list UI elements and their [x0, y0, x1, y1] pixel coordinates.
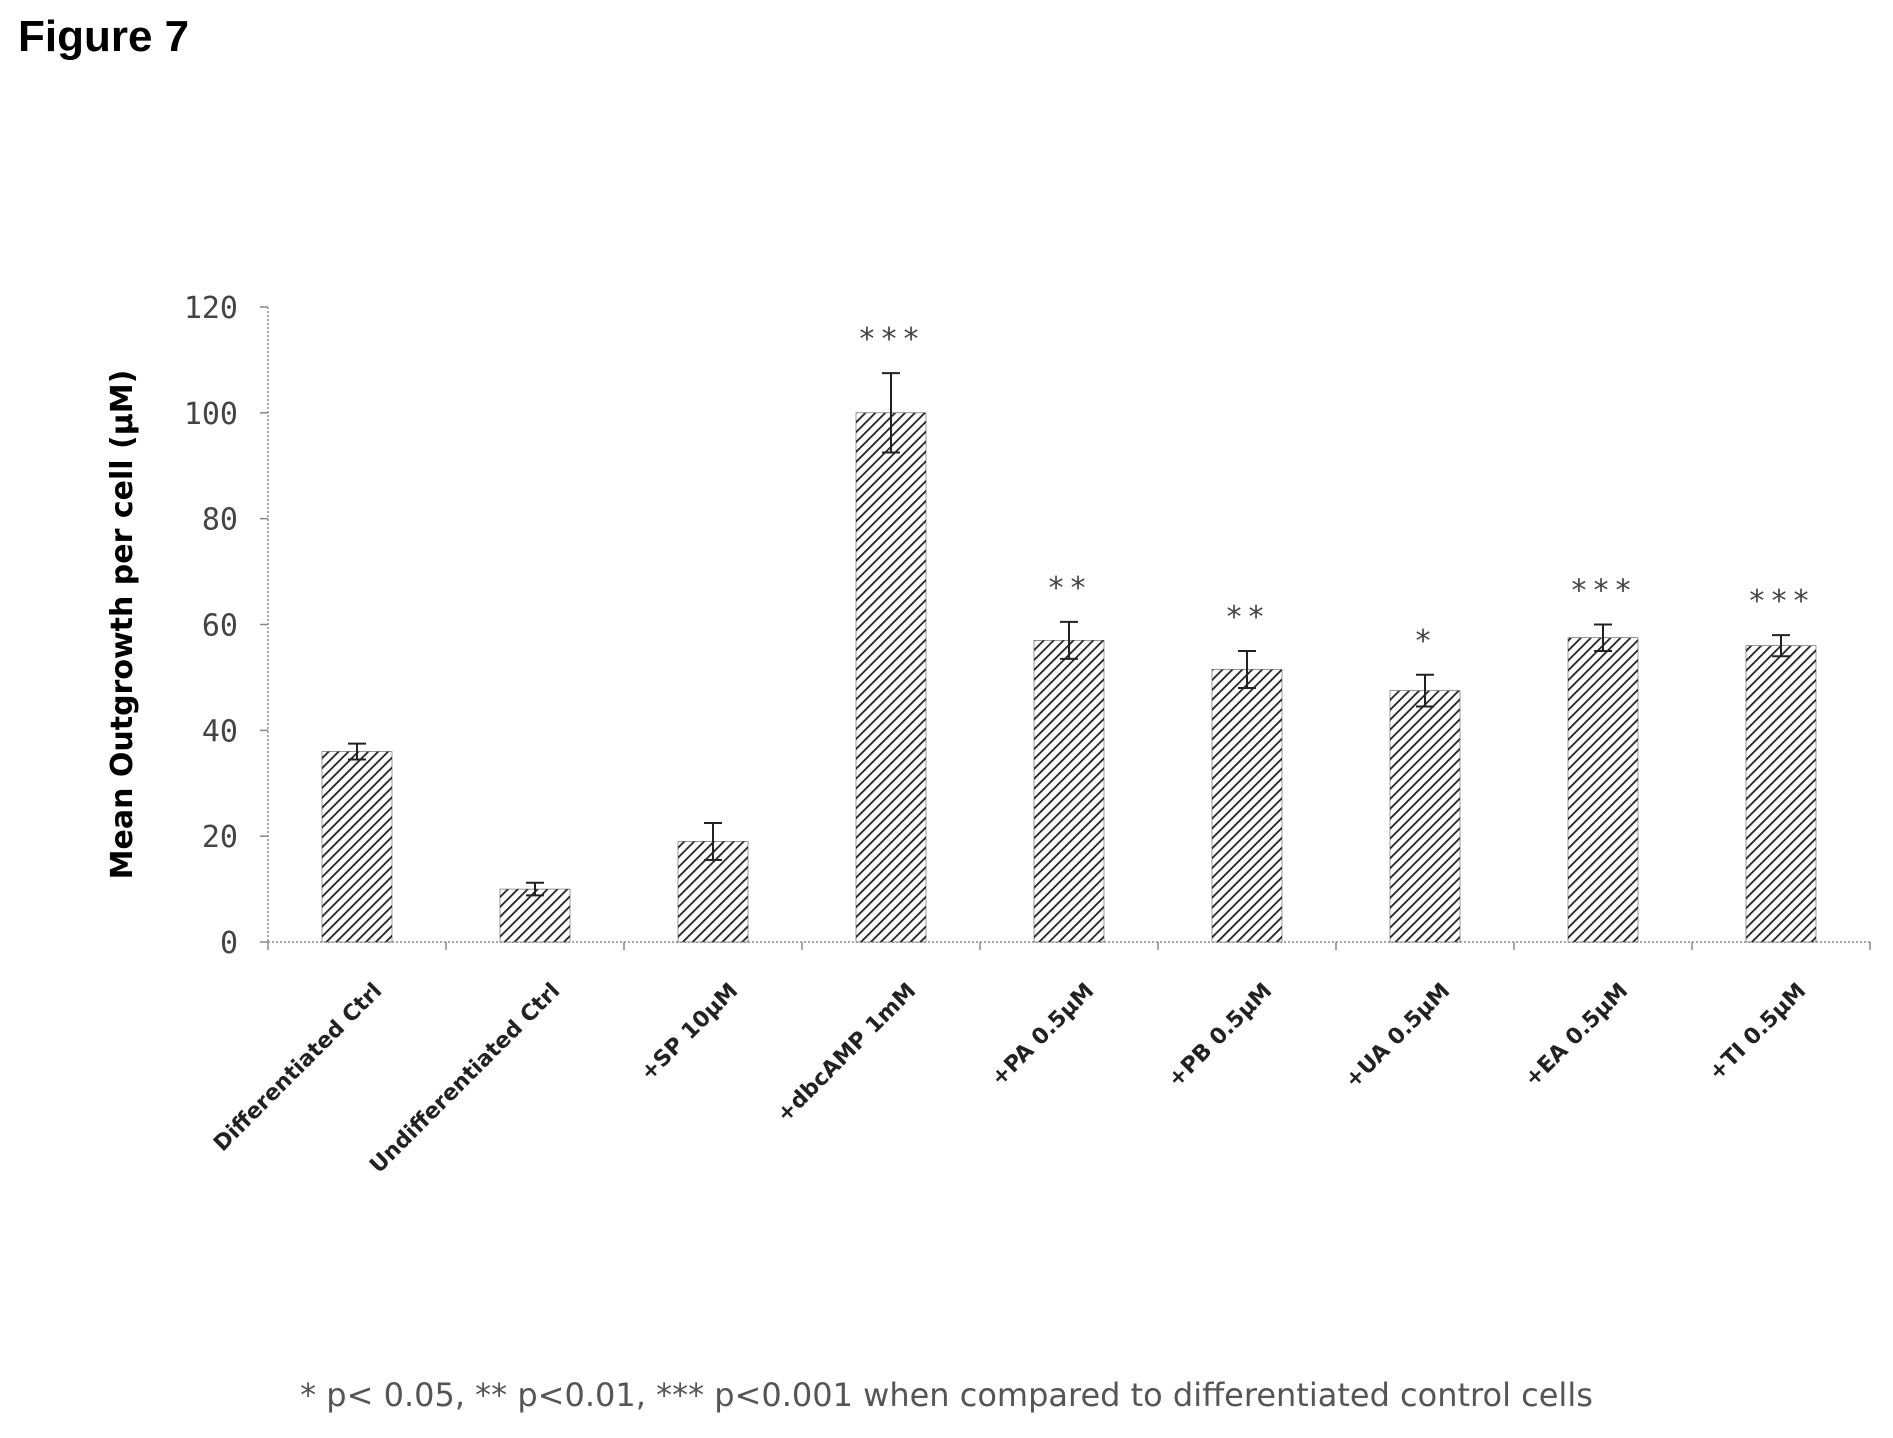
y-tick-label: 60 — [202, 609, 238, 644]
significance-marker: * — [1414, 624, 1436, 659]
figure-label: Figure 7 — [18, 12, 190, 61]
x-tick-label: Differentiated Ctrl — [209, 979, 387, 1157]
bar — [1745, 645, 1817, 943]
chart-y-tick-labels: 0 20 40 60 80 100 120 — [184, 291, 238, 961]
chart-significance-markers: *********** *** — [858, 322, 1814, 659]
y-tick-label: 80 — [202, 503, 238, 538]
y-tick-label: 40 — [202, 714, 238, 749]
bar — [1567, 637, 1639, 943]
significance-marker: ** — [1225, 600, 1269, 635]
x-tick-label: +dbcAMP 1mM — [772, 979, 921, 1128]
bar — [1211, 669, 1283, 943]
x-tick-label: +SP 10µM — [636, 979, 743, 1086]
y-tick-label: 120 — [184, 291, 238, 326]
bar — [1033, 640, 1105, 943]
x-tick-label: +TI 0.5µM — [1704, 979, 1811, 1086]
y-tick-label: 0 — [220, 926, 238, 961]
x-tick-label: +PB 0.5µM — [1163, 979, 1277, 1093]
chart-error-bars — [348, 372, 1790, 897]
x-tick-label: +EA 0.5µM — [1520, 979, 1633, 1092]
y-axis-label: Mean Outgrowth per cell (µM) — [105, 370, 140, 880]
significance-marker: *** — [1748, 584, 1814, 619]
significance-marker: *** — [858, 322, 924, 357]
significance-marker: *** — [1570, 574, 1636, 609]
y-tick-label: 100 — [184, 397, 238, 432]
significance-marker: ** — [1047, 571, 1091, 606]
bar — [321, 751, 393, 943]
x-tick-label: Undifferentiated Ctrl — [365, 979, 565, 1179]
bar — [499, 888, 571, 943]
y-tick-label: 20 — [202, 820, 238, 855]
bar — [1389, 690, 1461, 943]
x-tick-label: +PA 0.5µM — [987, 979, 1100, 1092]
bar — [855, 412, 927, 943]
chart-bars — [321, 412, 1817, 943]
significance-footnote: * p< 0.05, ** p<0.01, *** p<0.001 when c… — [300, 1376, 1593, 1414]
x-tick-label: +UA 0.5µM — [1340, 979, 1455, 1094]
